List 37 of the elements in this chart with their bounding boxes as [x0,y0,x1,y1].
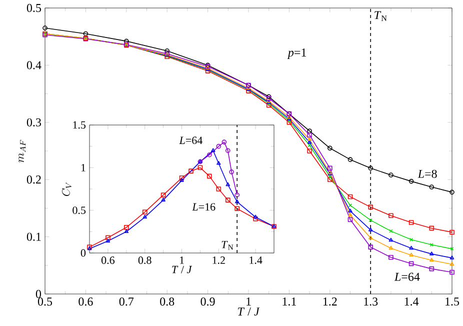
y-axis-title: $C_V$ [62,182,72,196]
x-tick-label: 1.4 [404,298,419,306]
y-tick-label: 0 [80,249,86,257]
annotation: L=16 [192,203,216,211]
x-tick-label: 0.7 [119,298,134,306]
x-tick-label: 1.4 [250,256,262,264]
x-axis-title: T / J [238,308,260,316]
annotation: L=64 [179,136,202,144]
y-tick-label: 0.5 [72,206,86,214]
y-tick-label: 0.5 [26,4,42,12]
y-tick-label: 0.3 [26,118,42,126]
x-tick-label: 0.6 [102,256,115,264]
y-tick-label: 0.2 [26,176,41,184]
annotation: L=8 [418,170,437,178]
annotation: p=1 [287,48,306,59]
ref-line-label: T$_{N}$ [222,240,234,250]
ref-line-label: T$_{N}$ [374,11,387,21]
x-tick-label: 0.6 [78,298,93,306]
y-tick-label: 1 [81,164,86,172]
y-tick-label: 0.4 [26,61,42,70]
x-tick-label: 0.8 [160,298,174,306]
x-tick-label: 1 [180,256,184,264]
x-tick-label: 1 [246,298,251,306]
x-tick-label: 0.5 [38,298,52,306]
x-axis-title: T / J [172,266,192,274]
y-tick-label: 0 [36,290,42,298]
x-tick-label: 1.2 [212,256,225,264]
x-tick-label: 0.9 [200,298,215,306]
x-tick-label: 1.1 [282,298,296,306]
annotation: L=64 [394,272,420,281]
x-tick-label: 1.2 [323,298,337,306]
x-tick-label: 0.8 [138,256,152,264]
x-tick-label: 1.3 [364,298,378,306]
y-axis-title: $m_{AF}$ [18,140,26,163]
y-tick-label: 1.5 [73,121,86,129]
y-tick-label: 0.1 [26,232,41,241]
x-tick-label: 1.5 [446,298,460,306]
